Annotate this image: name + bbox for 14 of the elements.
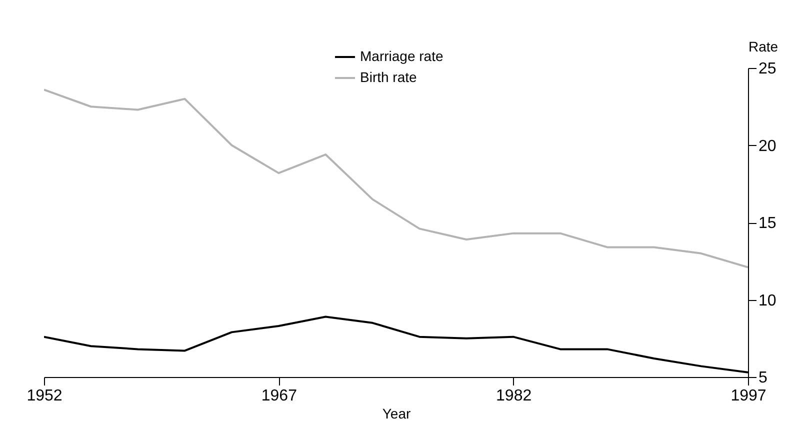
y-tick-label: 10 [758, 292, 776, 310]
x-tick-label: 1967 [261, 388, 298, 404]
y-tick-label: 15 [758, 215, 776, 232]
y-tick-label: 5 [758, 370, 768, 386]
y-axis-title: Rate [748, 38, 778, 54]
x-axis-title: Year [382, 406, 411, 422]
legend-label: Birth rate [360, 69, 418, 85]
y-tick-label: 25 [758, 60, 776, 78]
y-tick-label: 20 [758, 138, 776, 155]
x-tick-label: 1997 [730, 388, 766, 404]
line-series [44, 88, 748, 268]
legend-label: Marriage rate [360, 48, 444, 64]
x-tick-label: 1982 [496, 388, 532, 404]
x-tick-label: 1952 [26, 388, 62, 404]
